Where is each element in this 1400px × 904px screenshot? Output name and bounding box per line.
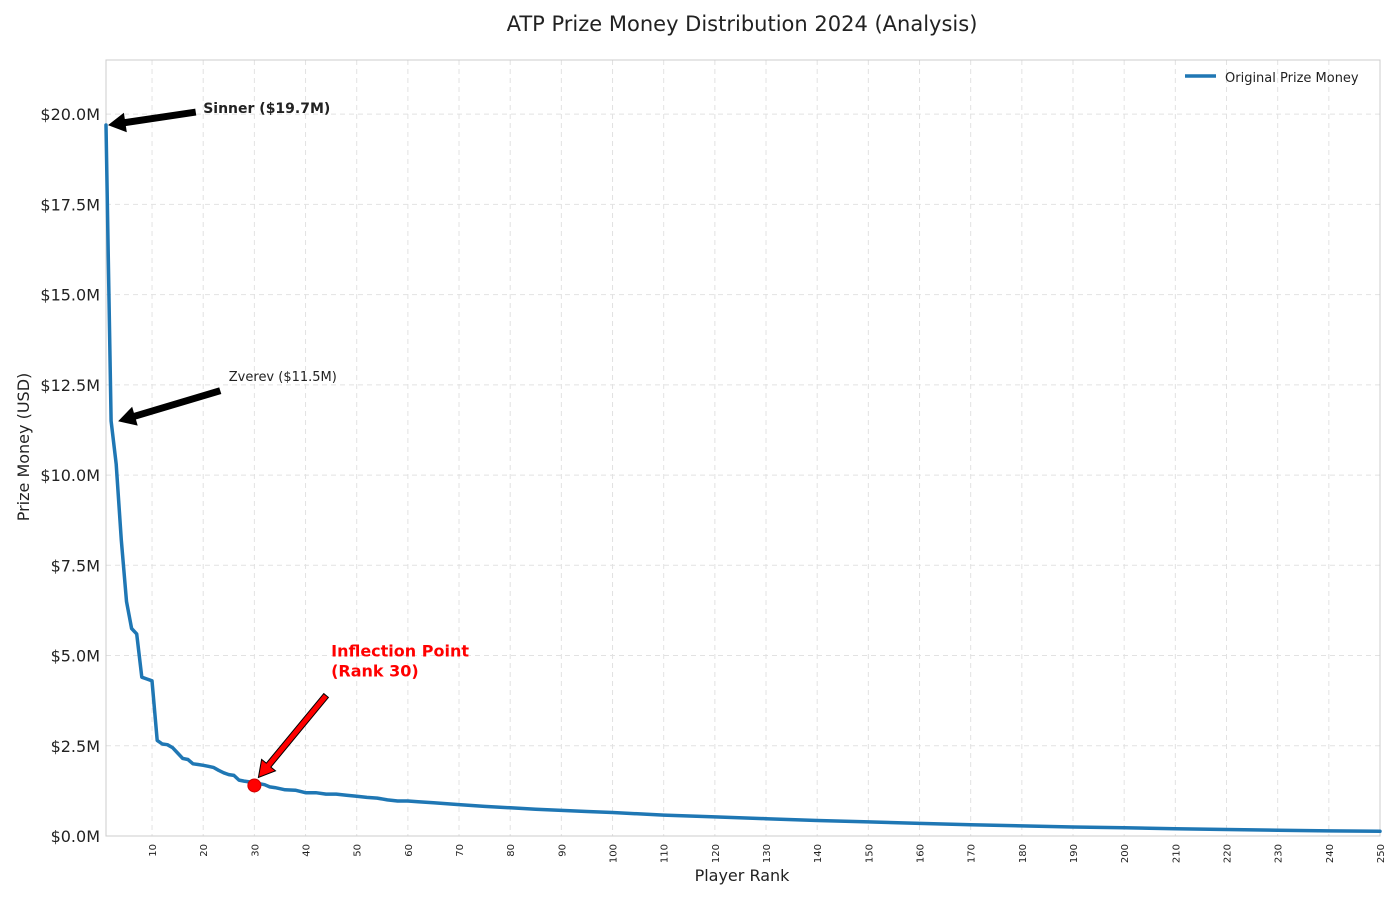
x-tick-label: 250 — [1376, 844, 1387, 863]
x-axis-label: Player Rank — [695, 866, 791, 885]
inflection-annotation: Inflection Point — [331, 642, 469, 661]
zverev-annotation: Zverev ($11.5M) — [229, 370, 337, 385]
x-tick-label: 180 — [1018, 844, 1029, 863]
x-tick-label: 90 — [557, 844, 568, 857]
series-group — [104, 123, 1382, 834]
x-tick-label: 230 — [1274, 844, 1285, 863]
x-tick-label: 150 — [864, 844, 875, 863]
x-tick-label: 40 — [302, 844, 313, 857]
x-axis-ticks: 10 20 30 40 50 60 70 80 90 100 110 120 130 140 150 160 1… — [148, 844, 1387, 863]
x-tick-label: 160 — [916, 844, 927, 863]
legend: Original Prize Money — [1185, 71, 1359, 86]
y-tick-label: $5.0M — [51, 647, 100, 666]
legend-label: Original Prize Money — [1225, 71, 1359, 86]
x-tick-label: 10 — [148, 844, 159, 857]
y-tick-label: $7.5M — [51, 556, 100, 575]
inflection-arrow — [257, 692, 330, 779]
y-tick-label: $15.0M — [40, 286, 100, 305]
y-tick-label: $17.5M — [40, 195, 100, 214]
plot-frame — [105, 59, 1381, 837]
inflection-annotation-rank: (Rank 30) — [331, 662, 419, 681]
y-tick-label: $0.0M — [51, 827, 100, 846]
series-line — [104, 123, 1382, 834]
x-tick-label: 200 — [1120, 844, 1131, 863]
zverev-arrow — [118, 387, 222, 426]
x-tick-label: 140 — [813, 844, 824, 863]
x-tick-label: 50 — [353, 844, 364, 857]
x-tick-label: 240 — [1325, 844, 1336, 863]
x-tick-label: 70 — [455, 844, 466, 857]
sinner-annotation: Sinner ($19.7M) — [203, 101, 330, 117]
sinner-arrow — [107, 108, 197, 133]
x-tick-label: 80 — [506, 844, 517, 857]
y-tick-label: $10.0M — [40, 466, 100, 485]
x-tick-label: 120 — [711, 844, 722, 863]
x-tick-label: 210 — [1171, 844, 1182, 863]
y-tick-label: $20.0M — [40, 105, 100, 124]
x-tick-label: 190 — [1069, 844, 1080, 863]
x-tick-label: 60 — [404, 844, 415, 857]
chart-title: ATP Prize Money Distribution 2024 (Analy… — [507, 12, 978, 36]
x-tick-label: 100 — [609, 844, 620, 863]
y-tick-label: $12.5M — [40, 376, 100, 395]
x-tick-label: 130 — [762, 844, 773, 863]
y-tick-label: $2.5M — [51, 737, 100, 756]
x-tick-label: 110 — [660, 844, 671, 863]
y-axis-ticks: $0.0M $2.5M $5.0M $7.5M $10.0M $12.5M $15.0M $1… — [40, 105, 100, 846]
x-tick-label: 220 — [1223, 844, 1234, 863]
x-tick-label: 30 — [250, 844, 261, 857]
x-tick-label: 20 — [199, 844, 210, 857]
grid — [106, 60, 1381, 837]
y-axis-label: Prize Money (USD) — [14, 373, 33, 522]
inflection-marker — [247, 778, 262, 793]
annotations: Sinner ($19.7M) Zverev ($11.5M) Inflection… — [107, 101, 469, 779]
x-tick-label: 170 — [967, 844, 978, 863]
